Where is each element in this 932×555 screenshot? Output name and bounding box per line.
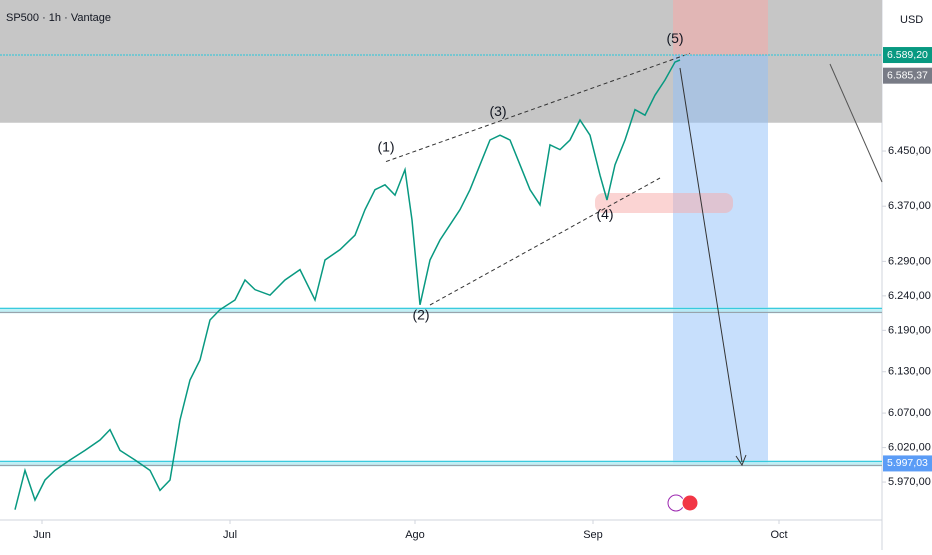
y-tick-label: 5.970,00 [888, 476, 931, 488]
x-tick-label: Sep [583, 529, 603, 541]
y-tick-label: 6.070,00 [888, 407, 931, 419]
price-label-box [883, 67, 932, 84]
projection-arrow [679, 67, 743, 463]
x-tick-label: Ago [405, 529, 425, 541]
y-tick-label: 6.450,00 [888, 145, 931, 157]
price-line [14, 59, 681, 510]
x-tick-label: Oct [770, 529, 787, 541]
chart-title: SP500 · 1h · Vantage [6, 12, 111, 24]
y-tick-label: 6.020,00 [888, 441, 931, 453]
y-tick-label: 6.190,00 [888, 324, 931, 336]
price-label: 6.589,20 [887, 49, 928, 61]
wave-label: (1) [377, 138, 394, 154]
y-tick-label: 6.370,00 [888, 200, 931, 212]
price-label-box [883, 47, 932, 64]
x-tick-label: Jun [33, 529, 51, 541]
arrow-head [735, 454, 747, 467]
support-band [0, 460, 882, 467]
highlight [595, 193, 733, 213]
event-icon[interactable] [681, 494, 699, 512]
wave-label: (4) [596, 206, 613, 222]
y-tick-label: 6.240,00 [888, 290, 931, 302]
wave-label: (3) [489, 103, 506, 119]
currency: USD [900, 14, 923, 26]
price-label-box [883, 455, 932, 472]
wave-label: (2) [412, 307, 429, 323]
price-label: 6.585,37 [887, 69, 928, 81]
wave-channel [429, 177, 661, 306]
trend-line [829, 63, 883, 183]
y-tick-label: 6.290,00 [888, 255, 931, 267]
stop-zone [673, 0, 768, 56]
wave-label: (5) [666, 30, 683, 46]
price-label: 5.997,03 [887, 457, 928, 469]
x-tick-label: Jul [223, 529, 237, 541]
wave-channel [385, 52, 691, 163]
y-tick-label: 6.130,00 [888, 366, 931, 378]
support-band [0, 307, 882, 314]
